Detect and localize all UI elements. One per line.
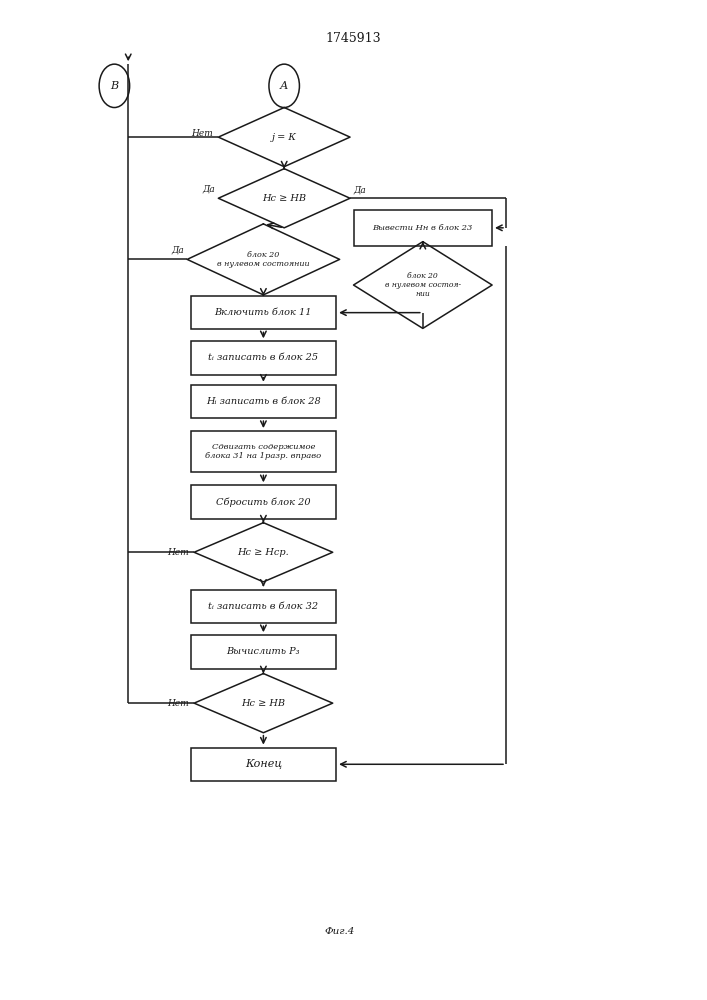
Text: 1745913: 1745913 [326,32,381,45]
Text: Да: Да [171,245,184,254]
Text: Сдвигать содержимое
блока 31 на 1разр. вправо: Сдвигать содержимое блока 31 на 1разр. в… [205,443,322,460]
Bar [191,296,336,329]
Text: Вычислить P₃: Вычислить P₃ [227,647,300,656]
Text: j = К: j = К [271,133,297,142]
Text: tᵢ записать в блок 32: tᵢ записать в блок 32 [209,602,318,611]
Bar [191,590,336,623]
Text: Да: Да [202,184,215,193]
Text: Вывести Hн в блок 23: Вывести Hн в блок 23 [373,224,473,232]
Text: Конец: Конец [245,759,282,769]
Text: Нет: Нет [167,548,189,557]
Text: Сбросить блок 20: Сбросить блок 20 [216,497,310,507]
Bar [191,635,336,669]
Bar [191,748,336,781]
Text: блок 20
в нулевом состоя-
нии: блок 20 в нулевом состоя- нии [385,272,461,298]
Bar [191,385,336,418]
Bar [354,210,492,246]
Text: Нет: Нет [167,699,189,708]
Text: Фиг.4: Фиг.4 [325,927,355,936]
Text: tᵢ записать в блок 25: tᵢ записать в блок 25 [209,354,318,362]
Text: Включить блок 11: Включить блок 11 [215,308,312,317]
Text: А: А [280,81,288,91]
Text: Hc ≥ HB: Hc ≥ HB [241,699,286,708]
Text: блок 20
в нулевом состоянии: блок 20 в нулевом состоянии [217,251,310,268]
Text: Да: Да [354,185,366,194]
Bar [191,341,336,375]
Text: В: В [110,81,119,91]
Bar [191,431,336,472]
Bar [191,485,336,519]
Text: Нет: Нет [191,129,213,138]
Text: Hc ≥ HB: Hc ≥ HB [262,194,306,203]
Text: Hᵢ записать в блок 28: Hᵢ записать в блок 28 [206,397,321,406]
Text: Hc ≥ Hср.: Hc ≥ Hср. [238,548,289,557]
